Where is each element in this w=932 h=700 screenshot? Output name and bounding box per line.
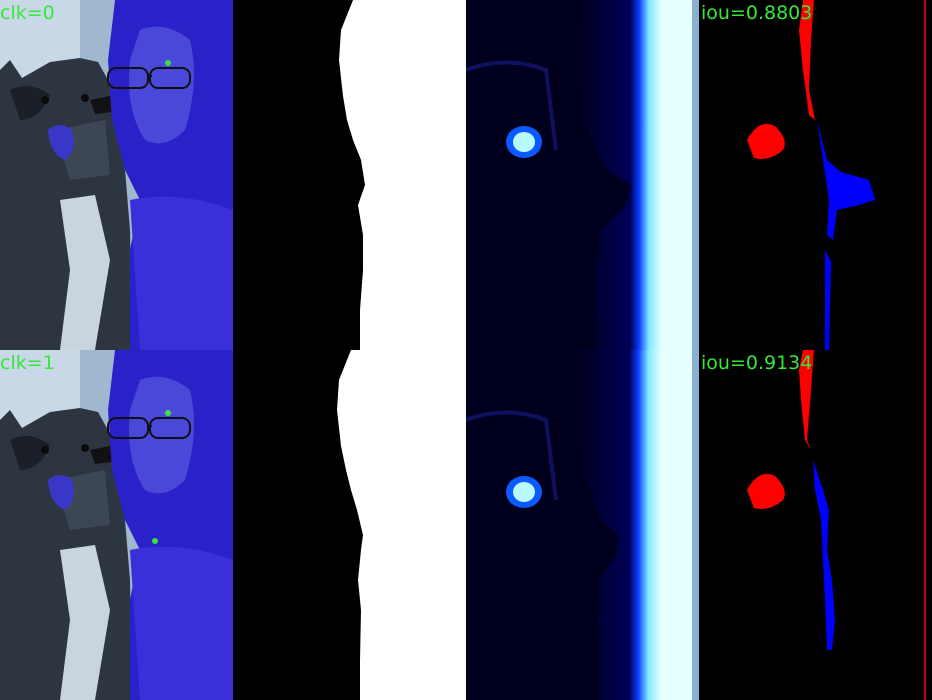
error-map-panel: iou=0.9134 (699, 350, 932, 700)
photo-overlay-image (0, 0, 233, 350)
iou-score-label: iou=0.9134 (701, 352, 813, 374)
probability-heatmap-image (466, 350, 699, 700)
probability-heatmap-image (466, 0, 699, 350)
photo-overlay-panel: clk=0 (0, 0, 233, 350)
photo-overlay-image (0, 350, 233, 700)
binary-mask-image (233, 0, 466, 350)
predicted-mask-panel (233, 0, 466, 350)
click-point-1 (165, 410, 171, 416)
probability-map-panel (466, 350, 699, 700)
iou-score-label: iou=0.8803 (701, 2, 813, 24)
error-map-image (699, 350, 932, 700)
probability-map-panel (466, 0, 699, 350)
predicted-mask-panel (233, 350, 466, 700)
click-count-label: clk=0 (0, 2, 55, 24)
click-count-label: clk=1 (0, 352, 55, 374)
row-click-0: clk=0 (0, 0, 932, 350)
photo-overlay-panel: clk=1 (0, 350, 233, 700)
binary-mask-image (233, 350, 466, 700)
error-map-image (699, 0, 932, 350)
click-point-2 (152, 538, 158, 544)
click-points (165, 60, 171, 66)
click-points (152, 410, 171, 544)
error-map-panel: iou=0.8803 (699, 0, 932, 350)
row-click-1: clk=1 (0, 350, 932, 700)
click-point-1 (165, 60, 171, 66)
